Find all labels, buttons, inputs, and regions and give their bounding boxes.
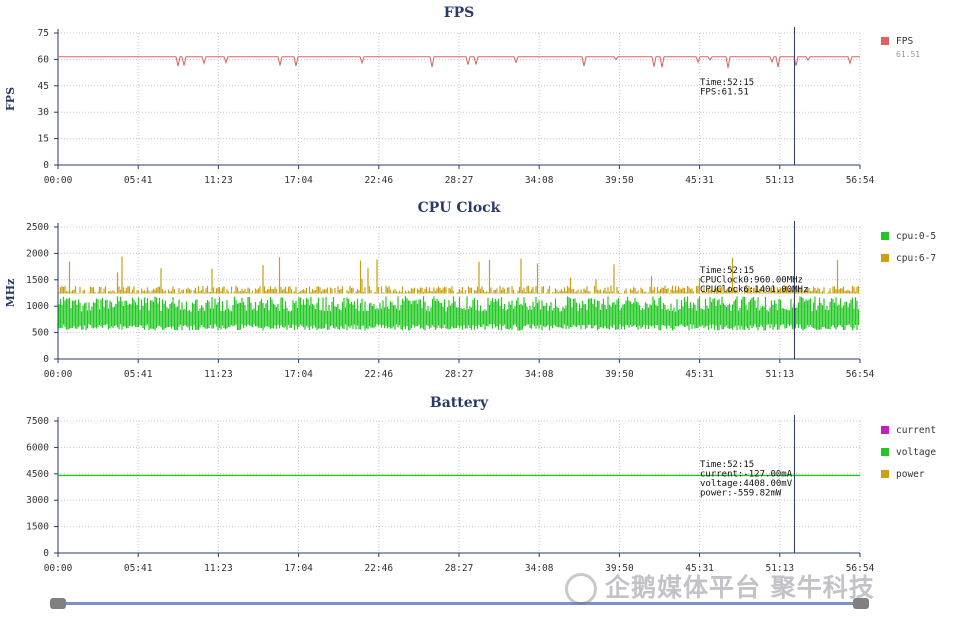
y-tick-label: 500 bbox=[32, 328, 49, 339]
x-tick-label: 28:27 bbox=[445, 175, 474, 186]
tooltip-line: power:-559.82mW bbox=[700, 489, 782, 499]
tooltip-line: Time:52:15 bbox=[700, 78, 754, 88]
legend-swatch bbox=[881, 426, 889, 434]
legend-label: cpu:0-5 bbox=[896, 231, 936, 242]
tooltip-line: Time:52:15 bbox=[700, 266, 754, 276]
y-tick-label: 3000 bbox=[26, 495, 49, 506]
legend-swatch bbox=[881, 470, 889, 478]
legend-label: FPS bbox=[896, 36, 913, 47]
x-tick-label: 05:41 bbox=[124, 369, 153, 380]
watermark-text: 企鹅媒体平台 聚牛科技 bbox=[605, 573, 875, 602]
x-tick-label: 11:23 bbox=[204, 563, 233, 574]
y-tick-label: 0 bbox=[43, 354, 49, 365]
x-tick-label: 34:08 bbox=[525, 369, 554, 380]
legend-sub-value: 61.51 bbox=[896, 50, 920, 59]
x-tick-label: 39:50 bbox=[605, 563, 634, 574]
y-tick-label: 45 bbox=[38, 81, 49, 92]
x-tick-label: 56:54 bbox=[846, 563, 875, 574]
y-tick-label: 1500 bbox=[26, 275, 49, 286]
legend-swatch bbox=[881, 254, 889, 262]
y-tick-label: 4500 bbox=[26, 469, 49, 480]
x-tick-label: 28:27 bbox=[445, 369, 474, 380]
x-tick-label: 17:04 bbox=[284, 563, 313, 574]
x-tick-label: 51:13 bbox=[765, 369, 794, 380]
y-tick-label: 1000 bbox=[26, 301, 49, 312]
legend-label: voltage bbox=[896, 447, 936, 458]
cpu67-series-bars bbox=[58, 256, 860, 294]
tooltip-line: voltage:4408.00mV bbox=[700, 479, 793, 489]
legend-label: current bbox=[896, 425, 936, 436]
scrollbar-right-handle[interactable] bbox=[853, 598, 869, 609]
tooltip-line: CPUClock6:1401.00MHz bbox=[700, 285, 808, 295]
chart-title: CPU Clock bbox=[418, 200, 501, 216]
legend-label: cpu:6-7 bbox=[896, 253, 936, 264]
x-tick-label: 45:31 bbox=[685, 369, 714, 380]
x-tick-label: 22:46 bbox=[364, 175, 393, 186]
legend-swatch bbox=[881, 448, 889, 456]
y-tick-label: 7500 bbox=[26, 416, 49, 427]
x-tick-label: 39:50 bbox=[605, 369, 634, 380]
x-tick-label: 51:13 bbox=[765, 563, 794, 574]
fps-series-line bbox=[58, 56, 860, 69]
x-tick-label: 56:54 bbox=[846, 175, 875, 186]
x-tick-label: 22:46 bbox=[364, 369, 393, 380]
tooltip-line: current:-127.00mA bbox=[700, 470, 793, 480]
scrollbar-left-handle[interactable] bbox=[50, 598, 66, 609]
tooltip-line: FPS:61.51 bbox=[700, 88, 749, 98]
y-tick-label: 2000 bbox=[26, 248, 49, 259]
x-tick-label: 00:00 bbox=[44, 563, 73, 574]
x-tick-label: 51:13 bbox=[765, 175, 794, 186]
y-tick-label: 6000 bbox=[26, 442, 49, 453]
tooltip-line: Time:52:15 bbox=[700, 460, 754, 470]
y-axis-label: FPS bbox=[4, 87, 17, 111]
cpu05-series-bars bbox=[58, 296, 860, 331]
chart-title: FPS bbox=[444, 5, 475, 21]
x-tick-label: 05:41 bbox=[124, 563, 153, 574]
watermark: 企鹅媒体平台 聚牛科技 bbox=[565, 568, 875, 605]
legend-swatch bbox=[881, 37, 889, 45]
timeline-scrollbar[interactable] bbox=[55, 602, 867, 605]
y-tick-label: 0 bbox=[43, 548, 49, 559]
x-tick-label: 11:23 bbox=[204, 369, 233, 380]
x-tick-label: 28:27 bbox=[445, 563, 474, 574]
y-tick-label: 0 bbox=[43, 160, 49, 171]
x-tick-label: 39:50 bbox=[605, 175, 634, 186]
legend-label: power bbox=[896, 469, 925, 480]
y-tick-label: 15 bbox=[38, 134, 49, 145]
x-tick-label: 22:46 bbox=[364, 563, 393, 574]
y-tick-label: 1500 bbox=[26, 522, 49, 533]
x-tick-label: 17:04 bbox=[284, 369, 313, 380]
x-tick-label: 11:23 bbox=[204, 175, 233, 186]
y-tick-label: 60 bbox=[38, 54, 50, 65]
penguin-icon bbox=[565, 573, 597, 605]
x-tick-label: 34:08 bbox=[525, 563, 554, 574]
y-tick-label: 30 bbox=[38, 107, 50, 118]
y-tick-label: 75 bbox=[38, 28, 49, 39]
x-tick-label: 45:31 bbox=[685, 175, 714, 186]
x-tick-label: 00:00 bbox=[44, 369, 73, 380]
legend-swatch bbox=[881, 232, 889, 240]
x-tick-label: 17:04 bbox=[284, 175, 313, 186]
y-tick-label: 2500 bbox=[26, 222, 49, 233]
tooltip-line: CPUClock0:960.00MHz bbox=[700, 276, 803, 286]
x-tick-label: 00:00 bbox=[44, 175, 73, 186]
x-tick-label: 56:54 bbox=[846, 369, 875, 380]
chart-title: Battery bbox=[430, 395, 489, 411]
x-tick-label: 05:41 bbox=[124, 175, 153, 186]
x-tick-label: 45:31 bbox=[685, 563, 714, 574]
y-axis-label: MHz bbox=[4, 279, 17, 308]
x-tick-label: 34:08 bbox=[525, 175, 554, 186]
